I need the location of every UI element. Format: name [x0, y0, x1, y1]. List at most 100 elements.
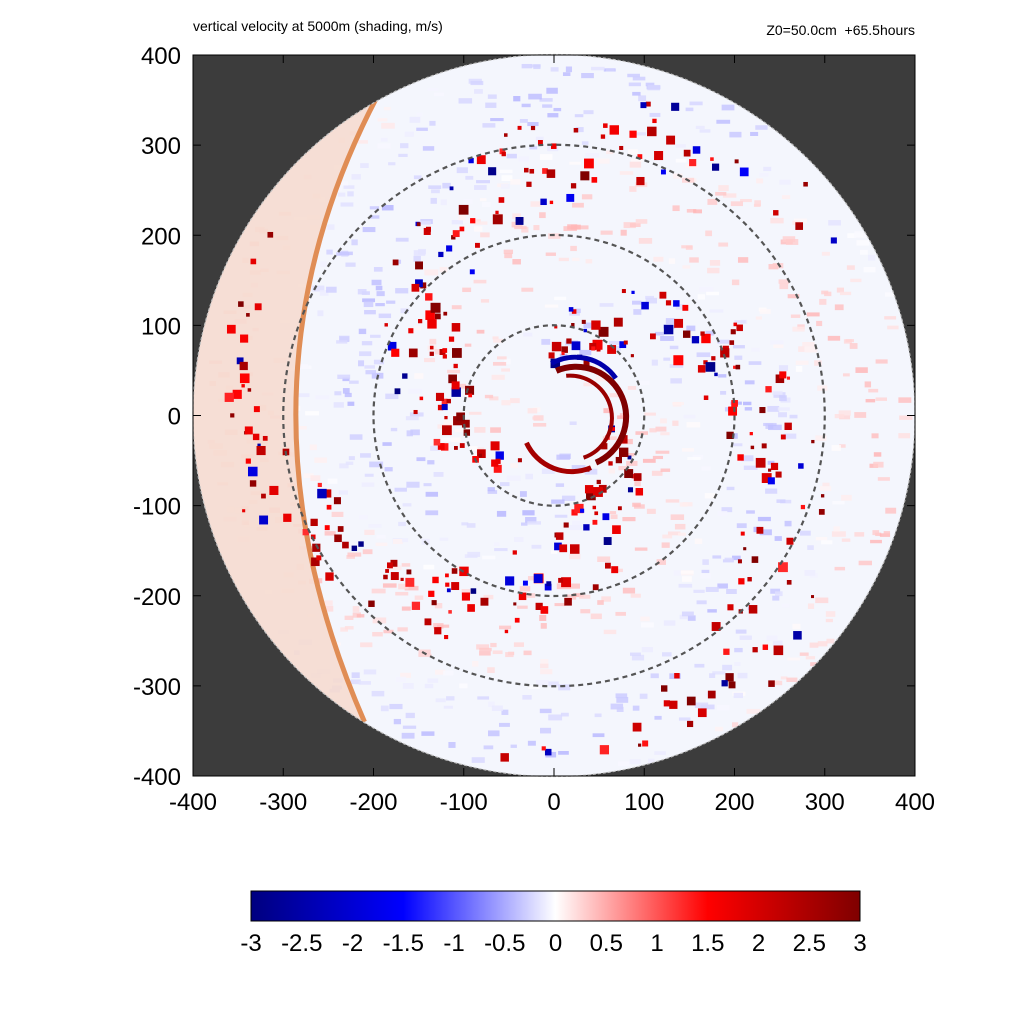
colorbar-tick-label: 2 — [752, 930, 765, 957]
field-cell — [514, 536, 524, 542]
field-cell — [358, 360, 365, 367]
field-cell — [717, 339, 730, 344]
field-cell — [721, 104, 735, 111]
field-cell — [527, 576, 536, 581]
field-cell — [635, 431, 648, 435]
convective-cell — [743, 547, 747, 551]
field-cell — [898, 433, 911, 439]
field-cell — [344, 626, 354, 630]
convective-cell — [238, 301, 244, 307]
field-cell — [754, 200, 761, 207]
field-cell — [580, 609, 591, 614]
convective-cell — [624, 469, 634, 479]
y-tick-label: 0 — [168, 404, 181, 431]
convective-cell — [247, 466, 258, 477]
field-cell — [718, 242, 729, 247]
convective-cell — [636, 176, 645, 186]
convective-cell — [257, 443, 261, 447]
field-cell — [645, 295, 655, 300]
convective-cell — [467, 604, 475, 612]
eyewall-updraft-south — [524, 441, 592, 475]
convective-cell — [820, 494, 825, 498]
convective-cell — [559, 544, 568, 553]
field-cell — [540, 659, 549, 665]
convective-cell — [549, 200, 554, 205]
field-cell — [532, 416, 541, 420]
field-cell — [338, 490, 348, 495]
field-cell — [865, 398, 876, 403]
convective-cell — [302, 528, 309, 536]
field-cell — [360, 642, 373, 648]
convective-cell — [490, 441, 500, 451]
field-cell — [720, 390, 727, 395]
field-cell — [786, 677, 798, 683]
field-cell — [506, 475, 521, 481]
convective-cell — [609, 125, 619, 135]
field-cell — [556, 454, 570, 460]
field-cell — [654, 715, 662, 720]
convective-cell — [629, 130, 637, 138]
field-cell — [780, 499, 792, 504]
convective-cell — [775, 471, 782, 478]
field-cell — [887, 325, 899, 330]
y-tick-label: 100 — [141, 313, 181, 340]
convective-cell — [310, 534, 316, 540]
field-cell — [533, 64, 541, 70]
field-cell — [394, 487, 407, 492]
field-cell — [579, 594, 591, 599]
field-cell — [737, 257, 749, 263]
field-cell — [810, 662, 821, 667]
convective-cell — [239, 361, 248, 371]
field-cell — [484, 394, 494, 399]
convective-cell — [453, 363, 458, 369]
convective-cell — [661, 685, 668, 692]
field-cell — [336, 340, 348, 344]
field-cell — [423, 564, 435, 570]
convective-cell — [568, 307, 574, 312]
convective-cell — [631, 473, 637, 479]
field-cell — [645, 297, 658, 304]
field-cell — [482, 555, 496, 560]
field-cell — [451, 437, 461, 443]
field-cell — [443, 670, 454, 676]
convective-cell — [737, 559, 742, 564]
field-cell — [681, 245, 693, 249]
field-cell — [825, 611, 836, 617]
field-cell — [699, 129, 711, 133]
field-cell — [772, 595, 780, 601]
field-cell — [340, 627, 348, 632]
field-cell — [773, 344, 784, 349]
convective-cell — [770, 462, 779, 471]
convective-cell — [245, 458, 251, 464]
field-cell — [834, 566, 846, 571]
field-cell — [655, 450, 670, 454]
field-cell — [389, 703, 403, 710]
field-cell — [707, 267, 720, 274]
field-cell — [501, 175, 513, 182]
field-cell — [635, 219, 648, 224]
field-cell — [644, 412, 656, 416]
convective-cell — [541, 746, 546, 751]
field-cell — [355, 140, 368, 144]
convective-cell — [542, 168, 548, 174]
convective-cell — [580, 508, 585, 513]
field-cell — [574, 114, 584, 118]
field-cell — [372, 631, 383, 637]
field-cell — [864, 381, 872, 388]
convective-cell — [729, 340, 735, 345]
convective-cell — [733, 365, 737, 369]
field-cell — [527, 122, 539, 127]
field-cell — [816, 320, 823, 327]
field-cell — [672, 205, 680, 212]
convective-cell — [775, 374, 785, 384]
convective-cell — [830, 237, 837, 244]
field-cell — [681, 576, 692, 582]
convective-cell — [514, 617, 520, 623]
field-cell — [564, 594, 577, 600]
chart-annotation: Z0=50.0cm +65.5hours — [766, 22, 915, 38]
field-cell — [873, 452, 882, 457]
field-cell — [675, 158, 687, 163]
field-cell — [737, 672, 748, 679]
convective-cell — [244, 426, 253, 435]
convective-cell — [470, 218, 476, 224]
